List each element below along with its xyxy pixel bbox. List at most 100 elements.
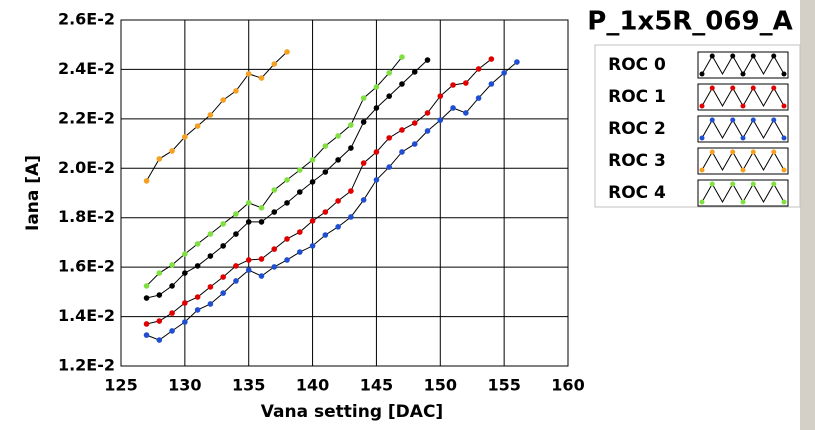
data-point xyxy=(143,295,150,301)
legend-swatch-dot xyxy=(730,117,736,123)
data-point xyxy=(386,135,393,141)
y-tick-label: 2.4E-2 xyxy=(58,59,115,78)
data-point xyxy=(233,211,239,217)
data-point xyxy=(463,110,469,116)
data-point xyxy=(258,273,265,279)
data-point xyxy=(220,290,226,296)
data-point xyxy=(284,257,290,263)
data-point xyxy=(258,256,265,262)
data-point xyxy=(271,264,278,270)
data-point xyxy=(182,319,188,325)
data-point xyxy=(156,270,163,276)
data-point xyxy=(169,310,175,316)
data-point xyxy=(322,143,329,149)
legend-swatch-dot xyxy=(750,117,756,123)
series-line xyxy=(146,58,492,325)
legend-swatch-dot xyxy=(709,53,715,59)
data-point xyxy=(220,221,226,227)
data-point xyxy=(322,232,329,238)
data-point xyxy=(348,145,354,151)
data-point xyxy=(360,197,367,203)
data-point xyxy=(271,246,278,252)
data-point xyxy=(348,188,354,194)
data-point xyxy=(488,56,495,62)
data-point xyxy=(207,231,214,237)
data-point xyxy=(475,66,482,72)
data-point xyxy=(245,219,252,225)
data-point xyxy=(233,278,239,284)
data-point xyxy=(143,178,150,184)
legend-swatch-dot xyxy=(781,103,787,109)
legend-swatch-dot xyxy=(730,149,736,155)
data-point xyxy=(207,301,214,307)
data-point xyxy=(194,241,201,247)
legend-swatch-dot xyxy=(730,53,736,59)
data-point xyxy=(297,167,303,173)
data-point xyxy=(194,307,201,313)
data-point xyxy=(143,283,150,289)
legend-swatch-dot xyxy=(740,103,746,109)
data-point xyxy=(245,200,252,206)
legend-swatch-dot xyxy=(730,181,736,187)
series-line xyxy=(146,51,288,182)
data-point xyxy=(271,187,278,193)
legend-swatch-dot xyxy=(699,71,705,77)
x-tick-label: 140 xyxy=(296,376,329,395)
legend-swatch-dot xyxy=(699,167,705,173)
data-point xyxy=(437,117,444,123)
y-tick-label: 1.6E-2 xyxy=(58,257,115,276)
data-point xyxy=(233,88,239,94)
legend-swatch-dot xyxy=(771,181,777,187)
data-point xyxy=(220,243,226,249)
y-tick-label: 2.2E-2 xyxy=(58,108,115,127)
data-point xyxy=(437,93,444,99)
legend-swatch-dot xyxy=(740,167,746,173)
data-point xyxy=(322,209,329,215)
data-point xyxy=(399,54,405,60)
data-point xyxy=(220,274,226,280)
data-point xyxy=(271,61,278,67)
y-tick-label: 2.0E-2 xyxy=(58,158,115,177)
data-point xyxy=(399,81,405,87)
data-point xyxy=(194,263,201,269)
legend-label: ROC 1 xyxy=(608,87,666,107)
legend-label: ROC 3 xyxy=(608,151,666,171)
data-point xyxy=(169,328,175,334)
data-point xyxy=(169,283,175,289)
legend-swatch-dot xyxy=(709,149,715,155)
legend-swatch-dot xyxy=(730,85,736,91)
data-point xyxy=(335,133,341,139)
data-point xyxy=(322,169,329,175)
plot-frame xyxy=(120,19,569,367)
data-point xyxy=(156,337,163,343)
data-point xyxy=(182,134,188,140)
data-point xyxy=(424,57,431,63)
data-point xyxy=(169,262,175,268)
data-point xyxy=(284,200,290,206)
data-point xyxy=(501,70,507,76)
x-tick-label: 125 xyxy=(104,376,137,395)
data-point xyxy=(335,198,341,204)
legend-swatch-dot xyxy=(750,85,756,91)
data-point xyxy=(309,157,316,163)
data-point xyxy=(182,251,188,257)
y-axis-label: Iana [A] xyxy=(23,155,43,231)
data-point xyxy=(156,292,163,298)
x-tick-label: 150 xyxy=(424,376,457,395)
data-point xyxy=(284,177,290,183)
data-point xyxy=(258,205,265,211)
data-point xyxy=(309,243,316,249)
legend-swatch-dot xyxy=(771,117,777,123)
data-point xyxy=(360,95,367,101)
data-point xyxy=(297,249,303,255)
y-tick-label: 2.6E-2 xyxy=(58,10,115,29)
data-point xyxy=(386,164,393,170)
data-point xyxy=(463,80,469,86)
data-point xyxy=(207,284,214,290)
x-tick-label: 155 xyxy=(487,376,520,395)
legend-swatch-dot xyxy=(740,135,746,141)
data-point xyxy=(386,93,393,99)
legend-swatch-dot xyxy=(781,167,787,173)
legend-swatch-dot xyxy=(781,199,787,205)
